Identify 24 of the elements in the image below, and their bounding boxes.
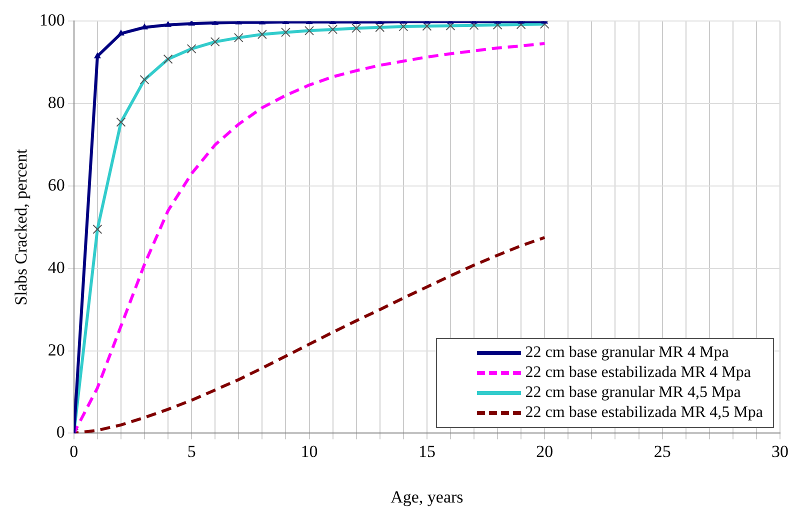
y-tick-label: 20 [48, 340, 65, 360]
y-tick-label: 40 [48, 258, 65, 277]
point [188, 21, 195, 26]
x-tick-label: 0 [70, 442, 78, 461]
legend-label: 22 cm base granular MR 4,5 Mpa [525, 384, 741, 402]
y-tick-label: 100 [39, 10, 65, 30]
legend-label: 22 cm base estabilizada MR 4 Mpa [525, 364, 751, 382]
y-tick-label: 80 [48, 93, 65, 112]
x-axis-title: Age, years [390, 487, 464, 506]
legend-label: 22 cm base estabilizada MR 4,5 Mpa [525, 404, 763, 422]
x-tick-label: 5 [187, 442, 196, 461]
legend-label: 22 cm base granular MR 4 Mpa [525, 344, 729, 362]
y-axis-title: Slabs Cracked, percent [12, 148, 31, 306]
line-series [74, 236, 546, 434]
x-tick-label: 15 [418, 442, 436, 461]
x-tick-label: 20 [536, 442, 554, 461]
x-tick-label: 25 [654, 442, 671, 461]
x-tick-label: 10 [300, 442, 318, 461]
y-tick-label: 60 [48, 175, 65, 194]
point [94, 52, 101, 58]
x-tick-label: 30 [772, 442, 788, 461]
point [118, 30, 124, 36]
y-tick-label: 0 [56, 422, 65, 442]
point [164, 21, 172, 27]
